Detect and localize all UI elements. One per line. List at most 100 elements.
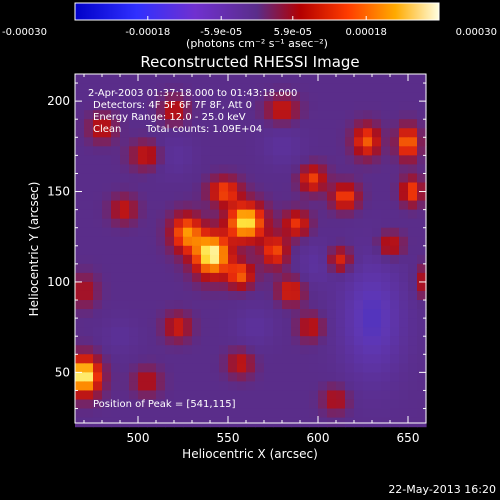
heatmap-cell [246,363,256,373]
heatmap-cell [75,191,85,202]
heatmap-cell [282,92,292,102]
heatmap-cell [84,218,94,229]
heatmap-cell [210,336,220,346]
heatmap-cell [309,390,319,401]
heatmap-cell [264,254,274,265]
heatmap-cell [345,254,355,265]
heatmap-cell [318,300,328,310]
heatmap-cell [408,209,418,220]
heatmap-cell [93,146,103,156]
heatmap-cell [282,146,292,156]
heatmap-cell [156,263,166,274]
heatmap-cell [111,173,121,184]
heatmap-cell [273,110,283,120]
heatmap-cell [165,236,175,247]
heatmap-cell [345,408,355,419]
heatmap-cell [219,417,229,428]
heatmap-cell [183,128,193,138]
heatmap-cell [237,417,247,428]
heatmap-cell [237,101,247,111]
heatmap-cell [201,218,211,229]
heatmap-cell [318,318,328,328]
heatmap-cell [282,155,292,166]
heatmap-cell [327,236,337,247]
heatmap-cell [273,236,283,247]
heatmap-cell [165,300,175,310]
heatmap-cell [156,146,166,156]
heatmap-cell [300,318,310,328]
heatmap-cell [327,399,337,410]
heatmap-cell [111,110,121,120]
heatmap-cell [120,146,130,156]
heatmap-cell [192,272,202,283]
heatmap-cell [129,309,139,319]
heatmap-cell [219,254,229,265]
heatmap-cell [228,101,238,111]
heatmap-cell [273,336,283,346]
heatmap-cell [201,272,211,283]
heatmap-cell [372,345,382,355]
heatmap-cell [102,300,112,310]
heatmap-cell [210,227,220,238]
heatmap-cell [264,146,274,156]
heatmap-cell [336,227,346,238]
heatmap-cell [255,173,265,184]
heatmap-cell [282,245,292,256]
heatmap-cell [120,254,130,265]
heatmap-cell [84,272,94,283]
heatmap-cell [273,327,283,337]
heatmap-cell [129,191,139,202]
heatmap-cell [102,191,112,202]
heatmap-cell [417,209,427,220]
heatmap-cell [147,137,157,147]
heatmap-cell [165,272,175,283]
heatmap-cell [84,200,94,211]
heatmap-cell [75,263,85,274]
heatmap-cell [273,137,283,147]
heatmap-cell [264,182,274,193]
heatmap-cell [300,137,310,147]
y-tick-label: 150 [47,185,70,199]
heatmap-cell [264,309,274,319]
heatmap-cell [318,128,328,138]
heatmap-cell [354,164,364,175]
heatmap-cell [237,110,247,120]
heatmap-cell [201,128,211,138]
heatmap-cell [291,318,301,328]
heatmap-cell [318,155,328,166]
heatmap-cell [417,236,427,247]
heatmap-cell [165,263,175,274]
heatmap-cell [138,354,148,364]
heatmap-cell [129,336,139,346]
heatmap-cell [210,236,220,247]
heatmap-cell [327,182,337,193]
heatmap-cell [147,119,157,129]
heatmap-cell [237,227,247,238]
heatmap-cell [228,119,238,129]
heatmap-cell [174,372,184,383]
heatmap-cell [327,408,337,419]
heatmap-cell [156,218,166,229]
heatmap-cell [372,363,382,373]
heatmap-cell [282,327,292,337]
heatmap-cell [408,110,418,120]
heatmap-cell [183,74,193,84]
heatmap-cell [129,218,139,229]
heatmap-cell [282,363,292,373]
heatmap-cell [120,155,130,166]
heatmap-cell [408,309,418,319]
heatmap-cell [399,92,409,102]
heatmap-cell [327,110,337,120]
heatmap-cell [363,218,373,229]
heatmap-cell [417,173,427,184]
heatmap-cell [237,164,247,175]
heatmap-cell [255,381,265,392]
heatmap-cell [363,390,373,401]
heatmap-cell [147,381,157,392]
heatmap-cell [102,119,112,129]
heatmap-cell [309,417,319,428]
heatmap-cell [291,408,301,419]
heatmap-cell [408,390,418,401]
heatmap-cell [120,92,130,102]
heatmap-cell [120,137,130,147]
